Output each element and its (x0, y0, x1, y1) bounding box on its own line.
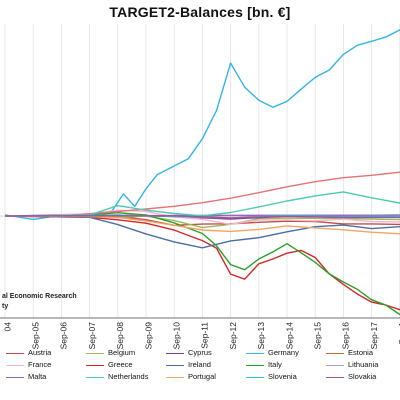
legend-label: Slovakia (348, 372, 377, 381)
x-tick-label: Sep-05 (30, 322, 40, 350)
legend-label: Ireland (188, 360, 211, 369)
gridlines (4, 24, 400, 318)
legend-swatch (86, 352, 104, 355)
legend-label: Austria (28, 348, 52, 357)
legend-swatch (246, 376, 264, 379)
chart-legend: Austria Belgium Cyprus Germany Estonia France… (0, 344, 400, 394)
legend-swatch (246, 352, 264, 355)
x-tick-label: Sep-08 (115, 322, 125, 350)
legend-label: Slovenia (268, 372, 297, 381)
source-line-2: ty (2, 303, 9, 310)
x-tick-label: Sep-14 (284, 322, 294, 350)
legend-swatch (6, 376, 24, 379)
series-line-italy (4, 212, 400, 316)
legend-swatch (166, 352, 184, 355)
series-line-ireland (4, 215, 400, 249)
x-tick-label: Sep-06 (59, 322, 69, 350)
x-tick-label: Sep-17 (369, 322, 379, 350)
legend-label: Germany (268, 348, 299, 357)
x-tick-label: Sep-1 (397, 322, 400, 345)
legend-swatch (6, 352, 24, 355)
legend-label: Malta (28, 372, 47, 381)
x-tick-label: Sep-16 (341, 322, 351, 350)
legend-label: Greece (108, 360, 133, 369)
x-tick-label: Sep-09 (143, 322, 153, 350)
legend-label: Netherlands (108, 372, 149, 381)
legend-swatch (246, 364, 264, 367)
legend-swatch (166, 376, 184, 379)
legend-label: France (28, 360, 52, 369)
series-line-greece (4, 215, 400, 311)
x-tick-label: Sep-07 (87, 322, 97, 350)
legend-label: Portugal (188, 372, 216, 381)
series-line-germany (4, 29, 400, 221)
legend-label: Estonia (348, 348, 374, 357)
x-tick-label: Sep-15 (312, 322, 322, 350)
legend-swatch (86, 376, 104, 379)
legend-label: Italy (268, 360, 282, 369)
x-tick-label: Sep-12 (228, 322, 238, 350)
x-tick-label: Sep-13 (256, 322, 266, 350)
legend-swatch (166, 364, 184, 367)
chart-title: TARGET2-Balances [bn. €] (109, 4, 291, 20)
legend-swatch (326, 364, 344, 367)
x-tick-label: Sep-10 (171, 322, 181, 350)
source-line-1: al Economic Research (2, 293, 77, 300)
legend-swatch (326, 376, 344, 379)
source-note: al Economic Research ty (2, 292, 77, 312)
legend-label: Belgium (108, 348, 136, 357)
legend-label: Lithuania (348, 360, 379, 369)
legend-label: Cyprus (188, 348, 212, 357)
legend-swatch (6, 364, 24, 367)
series-line-luxembourg (4, 171, 400, 217)
series-line-portugal (4, 215, 400, 235)
series-line-slovakia (4, 215, 400, 219)
x-tick-label: Sep-11 (200, 322, 210, 349)
x-tick-label: 04 (2, 322, 12, 332)
series-line-netherlands (4, 191, 400, 217)
legend-swatch (86, 364, 104, 367)
legend-swatch (326, 352, 344, 355)
